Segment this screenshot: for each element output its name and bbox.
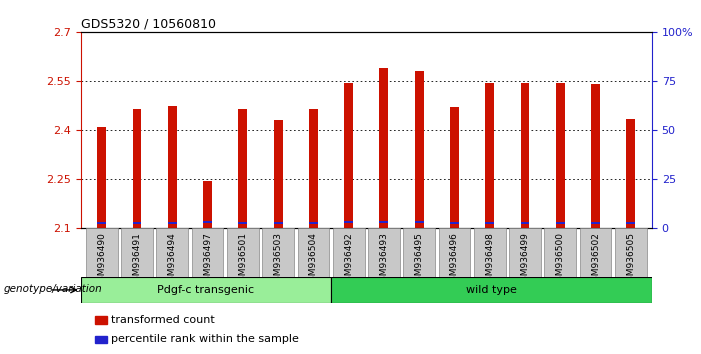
- Bar: [238, 109, 247, 228]
- Bar: [273, 222, 283, 224]
- Bar: [450, 107, 459, 228]
- Bar: [368, 228, 400, 278]
- Bar: [331, 277, 652, 303]
- Text: GSM936499: GSM936499: [520, 232, 529, 287]
- Bar: [545, 228, 576, 278]
- Text: GSM936494: GSM936494: [168, 232, 177, 287]
- Text: GSM936502: GSM936502: [591, 232, 600, 287]
- Text: GSM936495: GSM936495: [415, 232, 423, 287]
- Bar: [344, 82, 353, 228]
- Text: percentile rank within the sample: percentile rank within the sample: [111, 335, 299, 344]
- Text: wild type: wild type: [465, 285, 517, 295]
- Bar: [521, 82, 529, 228]
- Bar: [168, 105, 177, 228]
- Bar: [238, 222, 247, 224]
- Text: GSM936501: GSM936501: [238, 232, 247, 287]
- Text: Pdgf-c transgenic: Pdgf-c transgenic: [157, 285, 254, 295]
- Bar: [333, 228, 365, 278]
- Bar: [615, 228, 646, 278]
- Text: transformed count: transformed count: [111, 315, 215, 325]
- Text: GDS5320 / 10560810: GDS5320 / 10560810: [81, 18, 216, 31]
- Bar: [86, 228, 118, 278]
- Bar: [227, 228, 259, 278]
- Bar: [521, 222, 529, 224]
- Bar: [121, 228, 153, 278]
- Text: GSM936503: GSM936503: [273, 232, 283, 287]
- Bar: [556, 222, 564, 224]
- Bar: [509, 228, 541, 278]
- Text: GSM936497: GSM936497: [203, 232, 212, 287]
- Text: GSM936498: GSM936498: [485, 232, 494, 287]
- Bar: [97, 127, 106, 228]
- Text: GSM936505: GSM936505: [626, 232, 635, 287]
- Bar: [168, 222, 177, 224]
- Bar: [191, 228, 224, 278]
- Text: genotype/variation: genotype/variation: [4, 284, 102, 293]
- Bar: [156, 228, 188, 278]
- Bar: [262, 228, 294, 278]
- Bar: [474, 228, 505, 278]
- Bar: [273, 120, 283, 228]
- Bar: [556, 82, 564, 228]
- Bar: [203, 181, 212, 228]
- Text: GSM936493: GSM936493: [379, 232, 388, 287]
- Bar: [485, 82, 494, 228]
- Bar: [627, 222, 635, 224]
- Bar: [379, 221, 388, 223]
- Bar: [309, 109, 318, 228]
- Bar: [97, 222, 106, 224]
- Bar: [415, 221, 423, 223]
- Bar: [415, 71, 423, 228]
- Bar: [203, 221, 212, 223]
- Bar: [132, 109, 142, 228]
- Bar: [627, 119, 635, 228]
- Text: GSM936496: GSM936496: [450, 232, 459, 287]
- Text: GSM936490: GSM936490: [97, 232, 107, 287]
- Bar: [81, 277, 331, 303]
- Bar: [450, 222, 459, 224]
- Bar: [591, 84, 600, 228]
- Bar: [580, 228, 611, 278]
- Text: GSM936500: GSM936500: [556, 232, 565, 287]
- Bar: [485, 222, 494, 224]
- Bar: [297, 228, 329, 278]
- Bar: [132, 222, 142, 224]
- Text: GSM936491: GSM936491: [132, 232, 142, 287]
- Bar: [439, 228, 470, 278]
- Bar: [379, 68, 388, 228]
- Bar: [309, 222, 318, 224]
- Text: GSM936492: GSM936492: [344, 232, 353, 287]
- Text: GSM936504: GSM936504: [309, 232, 318, 287]
- Bar: [591, 222, 600, 224]
- Bar: [344, 221, 353, 223]
- Bar: [403, 228, 435, 278]
